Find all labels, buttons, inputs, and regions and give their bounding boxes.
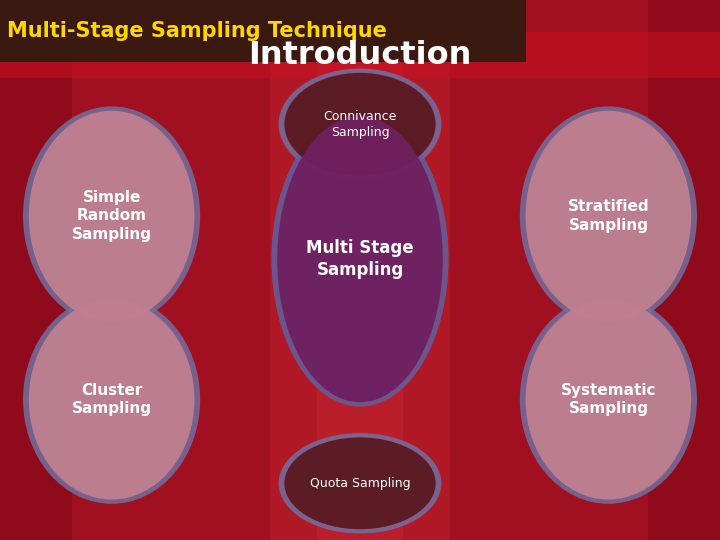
- FancyBboxPatch shape: [648, 0, 720, 540]
- Ellipse shape: [23, 106, 200, 326]
- FancyBboxPatch shape: [317, 0, 403, 540]
- FancyBboxPatch shape: [0, 32, 720, 78]
- Ellipse shape: [29, 111, 194, 321]
- FancyBboxPatch shape: [270, 0, 450, 540]
- Text: Cluster
Sampling: Cluster Sampling: [71, 383, 152, 416]
- Text: Quota Sampling: Quota Sampling: [310, 477, 410, 490]
- Ellipse shape: [520, 106, 697, 326]
- Text: Systematic
Sampling: Systematic Sampling: [561, 383, 656, 416]
- Ellipse shape: [271, 112, 449, 407]
- Ellipse shape: [23, 295, 200, 504]
- Text: Stratified
Sampling: Stratified Sampling: [567, 199, 649, 233]
- FancyBboxPatch shape: [0, 0, 526, 62]
- Ellipse shape: [526, 300, 691, 500]
- Text: Introduction: Introduction: [248, 40, 472, 71]
- Ellipse shape: [526, 111, 691, 321]
- Ellipse shape: [279, 69, 441, 180]
- Ellipse shape: [284, 437, 436, 529]
- Ellipse shape: [284, 73, 436, 176]
- Ellipse shape: [277, 116, 443, 402]
- FancyBboxPatch shape: [0, 0, 72, 540]
- Text: Connivance
Sampling: Connivance Sampling: [323, 110, 397, 139]
- Ellipse shape: [279, 433, 441, 534]
- Text: Simple
Random
Sampling: Simple Random Sampling: [71, 190, 152, 242]
- Ellipse shape: [520, 295, 697, 504]
- Ellipse shape: [29, 300, 194, 500]
- Text: Multi Stage
Sampling: Multi Stage Sampling: [306, 239, 414, 279]
- Text: Multi-Stage Sampling Technique: Multi-Stage Sampling Technique: [7, 21, 387, 41]
